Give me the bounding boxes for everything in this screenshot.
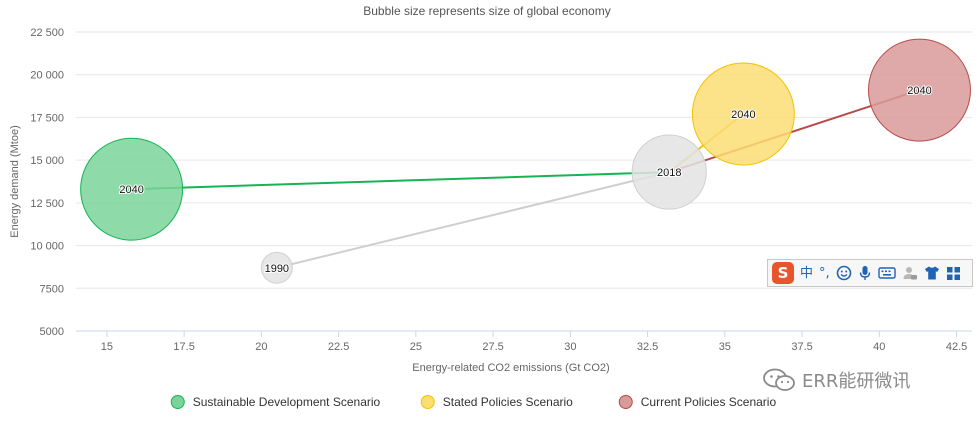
x-tick-label-27.5: 27.5: [482, 341, 503, 353]
x-tick-label-30: 30: [564, 341, 576, 353]
x-tick-label-42.5: 42.5: [946, 341, 967, 353]
y-tick-label-20000: 20 000: [30, 70, 64, 82]
smiley-icon[interactable]: [836, 265, 852, 281]
bubble-series-1: [691, 62, 795, 166]
y-tick-label-5000: 5000: [40, 326, 64, 338]
y-tick-label-17500: 17 500: [30, 112, 64, 124]
microphone-icon[interactable]: [858, 265, 872, 281]
y-axis-ticks: 5000 7500 10 000 12 500 15 000 17 500 20 000 22…: [30, 27, 64, 338]
x-tick-label-20: 20: [255, 341, 267, 353]
bubble-history-2018: [631, 134, 707, 210]
ime-chinese-mode-button[interactable]: 中: [800, 265, 814, 281]
legend-label-2: Current Policies Scenario: [641, 395, 777, 409]
bubble-history-1990: [260, 251, 293, 284]
legend: Sustainable Development Scenario Stated P…: [170, 395, 777, 409]
watermark-text: ERR能研微讯: [802, 371, 911, 392]
user-icon[interactable]: [902, 265, 918, 281]
x-tick-label-15: 15: [101, 341, 113, 353]
y-axis-title: Energy demand (Mtoe): [9, 125, 21, 238]
x-tick-label-37.5: 37.5: [791, 341, 812, 353]
y-tick-label-15000: 15 000: [30, 155, 64, 167]
x-tick-label-35: 35: [719, 341, 731, 353]
x-tick-label-22.5: 22.5: [328, 341, 349, 353]
bubble-series-2: [867, 38, 971, 142]
bubble-label-history-2018: 2018: [657, 167, 681, 179]
y-tick-label-12500: 12 500: [30, 198, 64, 210]
legend-symbol-2: [618, 395, 633, 409]
bubble-labels: 1990 2018 2040 2040 2040: [118, 84, 932, 276]
history-line: [276, 171, 670, 269]
x-tick-label-25: 25: [410, 341, 422, 353]
bubble-series-0: [80, 137, 184, 241]
y-tick-label-10000: 10 000: [30, 241, 64, 253]
chart-title: Bubble size represents size of global ec…: [363, 4, 610, 18]
bubble-label-history-1990: 1990: [265, 263, 289, 275]
y-tick-label-7500: 7500: [40, 283, 64, 295]
x-axis-title: Energy-related CO2 emissions (Gt CO2): [412, 362, 609, 374]
x-axis-ticks: 15 17.5 20 22.5 25 27.5 30 32.5 35 37.5 40 42.5: [101, 331, 967, 353]
ime-logo-icon[interactable]: S: [772, 262, 794, 284]
legend-symbol-0: [170, 395, 185, 409]
watermark: ERR能研微讯: [762, 366, 910, 394]
wechat-icon: [763, 368, 795, 391]
legend-label-1: Stated Policies Scenario: [443, 395, 573, 409]
series-line-0: [131, 171, 670, 191]
grid-icon[interactable]: [946, 266, 961, 281]
trajectory-lines: [131, 89, 920, 269]
bubble-label-series-2: 2040: [907, 85, 931, 97]
x-tick-label-32.5: 32.5: [637, 341, 658, 353]
bubbles: [80, 38, 971, 284]
legend-label-0: Sustainable Development Scenario: [193, 395, 381, 409]
keyboard-icon[interactable]: [877, 266, 896, 280]
bubble-label-series-1: 2040: [731, 109, 755, 121]
x-tick-label-40: 40: [873, 341, 885, 353]
ime-punctuation-button[interactable]: °,: [819, 265, 830, 281]
ime-toolbar[interactable]: S 中 °,: [767, 259, 973, 287]
x-tick-label-17.5: 17.5: [173, 341, 194, 353]
y-tick-label-22500: 22 500: [30, 27, 64, 39]
tshirt-icon[interactable]: [924, 265, 940, 281]
bubble-label-series-0: 2040: [119, 184, 143, 196]
legend-symbol-1: [420, 395, 435, 409]
grid-lines: [76, 31, 972, 332]
